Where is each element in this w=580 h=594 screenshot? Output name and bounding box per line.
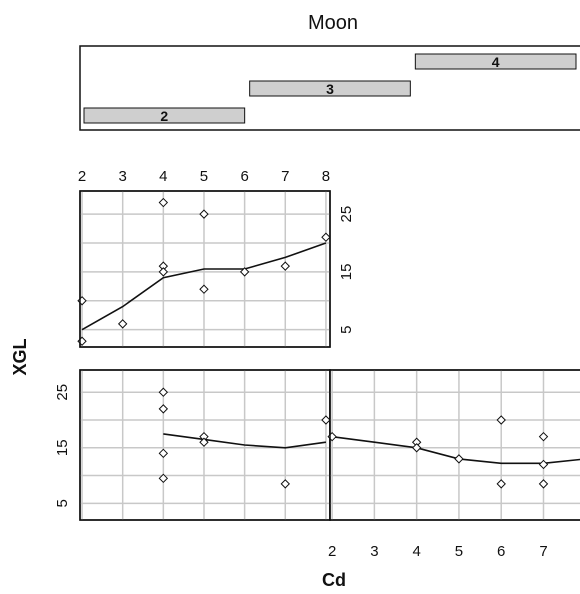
panel-3 bbox=[327, 369, 580, 521]
x-tick-label-bottom: 3 bbox=[370, 543, 378, 560]
interval-label: 2 bbox=[160, 108, 168, 124]
interval-bar bbox=[83, 107, 246, 124]
data-point bbox=[280, 261, 290, 271]
y-tick-label-left: 25 bbox=[54, 384, 71, 401]
x-tick-label-top: 8 bbox=[322, 168, 330, 185]
data-point bbox=[199, 209, 209, 219]
panel-frame bbox=[329, 369, 580, 521]
data-point bbox=[199, 284, 209, 294]
x-tick-label-top: 7 bbox=[281, 168, 289, 185]
y-tick-label-left: 5 bbox=[54, 499, 71, 507]
data-point bbox=[411, 443, 422, 453]
data-point bbox=[321, 232, 331, 242]
y-tick-label-right: 25 bbox=[338, 206, 355, 223]
data-point bbox=[158, 473, 169, 484]
panel-4 bbox=[77, 190, 331, 348]
data-point bbox=[280, 479, 290, 489]
smooth-line bbox=[163, 433, 327, 449]
data-point bbox=[538, 479, 549, 489]
y-tick-label-right: 15 bbox=[338, 264, 355, 281]
interval-bar bbox=[414, 53, 577, 70]
data-point bbox=[158, 404, 169, 414]
interval-label: 4 bbox=[492, 54, 500, 70]
panel-border bbox=[329, 369, 580, 521]
data-point bbox=[117, 319, 128, 329]
x-tick-label-bottom: 2 bbox=[328, 543, 336, 560]
interval-bar bbox=[249, 80, 411, 97]
data-point bbox=[496, 479, 506, 489]
data-point bbox=[538, 431, 549, 442]
y-tick-labels: 5 5 15 15 25 25 bbox=[54, 206, 355, 508]
smooth-line bbox=[81, 242, 327, 331]
x-tick-label-top: 5 bbox=[200, 168, 208, 185]
data-point bbox=[158, 197, 169, 208]
panel-border bbox=[79, 190, 331, 348]
data-point bbox=[158, 267, 169, 277]
y-tick-label-right: 5 bbox=[338, 325, 355, 333]
data-point bbox=[199, 437, 209, 447]
x-tick-label-bottom: 7 bbox=[539, 543, 547, 560]
data-point bbox=[239, 267, 250, 277]
x-tick-label-top: 2 bbox=[78, 168, 86, 185]
given-panel: 2 3 4 bbox=[79, 45, 580, 131]
dependence-panels bbox=[77, 190, 580, 521]
chart-title: Moon bbox=[308, 12, 358, 34]
data-point bbox=[538, 459, 549, 470]
x-tick-label-bottom: 6 bbox=[497, 543, 505, 560]
x-tick-labels: 22334455667788 bbox=[78, 168, 548, 560]
y-axis-title: XGL bbox=[10, 338, 30, 375]
data-point bbox=[321, 415, 331, 425]
interval-bars: 2 3 4 bbox=[83, 53, 577, 124]
data-point bbox=[158, 448, 169, 459]
data-point bbox=[454, 454, 464, 464]
x-tick-label-top: 6 bbox=[240, 168, 248, 185]
interval-label: 3 bbox=[326, 81, 334, 97]
x-tick-label-bottom: 4 bbox=[412, 543, 420, 560]
x-tick-label-top: 3 bbox=[119, 168, 127, 185]
x-tick-label-top: 4 bbox=[159, 168, 167, 185]
panel-2 bbox=[79, 369, 331, 521]
x-tick-label-bottom: 5 bbox=[455, 543, 463, 560]
y-tick-label-left: 15 bbox=[54, 439, 71, 456]
data-point bbox=[158, 387, 169, 397]
x-axis-title: Cd bbox=[322, 570, 346, 590]
data-point bbox=[496, 415, 506, 425]
